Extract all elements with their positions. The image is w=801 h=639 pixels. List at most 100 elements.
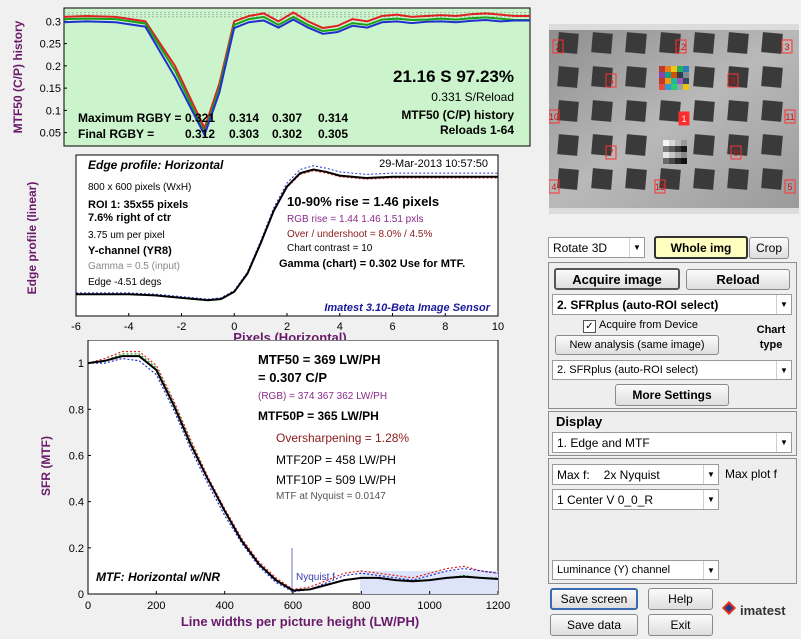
edge-info-2: 7.6% right of ctr <box>88 212 172 224</box>
mtf-beyond-nyquist-region <box>360 571 498 594</box>
edge-xtick-label: -2 <box>177 321 187 333</box>
mtf-ytick-label: 0.8 <box>69 404 84 416</box>
history-series-g <box>63 15 530 136</box>
roi-label: 6 <box>608 76 613 86</box>
edge-xtick-label: 2 <box>284 321 290 333</box>
edge-xtick-label: -6 <box>71 321 81 333</box>
acquire-device-checkbox[interactable]: ✓ <box>583 320 596 333</box>
edge-plot-area <box>75 154 499 317</box>
chevron-down-icon: ▼ <box>703 465 718 484</box>
edge-xtick-label: 6 <box>389 321 395 333</box>
max-f-select[interactable]: Max f: 2x Nyquist ▼ <box>552 464 719 485</box>
channel-select[interactable]: Luminance (Y) channel ▼ <box>552 560 719 580</box>
chart-color-patch <box>671 84 677 90</box>
chart-slanted-square <box>557 100 579 122</box>
exit-button[interactable]: Exit <box>648 614 713 636</box>
chart-color-patch <box>665 72 671 78</box>
mtf-ytick-label: 0 <box>78 589 84 601</box>
mtf-ytick-label: 0.2 <box>69 543 84 555</box>
history-big-text: 21.16 S 97.23% <box>393 67 514 86</box>
chart-slanted-square <box>761 66 783 88</box>
chart-type-select[interactable]: 2. SFRplus (auto-ROI select) ▼ <box>552 360 792 380</box>
mtf-ytick-label: 1 <box>78 358 84 370</box>
rotate-select-value: Rotate 3D <box>553 240 608 255</box>
new-analysis-button[interactable]: New analysis (same image) <box>555 335 719 355</box>
roi-label: 11 <box>785 112 794 122</box>
chart-slanted-square <box>625 168 647 190</box>
chart-slanted-square <box>727 100 749 122</box>
chart-slanted-square <box>625 100 647 122</box>
edge-xtick-label: 10 <box>492 321 504 333</box>
history-ytick-label: 0.3 <box>46 16 61 28</box>
chart-color-patch <box>683 66 689 72</box>
mtf-plot-area <box>87 340 499 595</box>
chart-gray-patch <box>663 146 669 152</box>
roi-select[interactable]: 1 Center V 0_0_R ▼ <box>552 489 719 510</box>
roi-label: 8 <box>730 76 735 86</box>
roi-marker <box>727 73 739 88</box>
edge-info-5: Gamma = 0.5 (input) <box>88 261 180 272</box>
chart-slanted-square <box>557 134 579 156</box>
save-data-button[interactable]: Save data <box>550 614 638 636</box>
edge-series-y <box>76 168 498 302</box>
chart-color-patch <box>677 78 683 84</box>
chart-gray-patch <box>669 158 675 164</box>
history-max-b: 0.307 <box>272 111 302 125</box>
edge-date: 29-Mar-2013 10:57:50 <box>379 158 488 170</box>
chart-slanted-square <box>591 66 613 88</box>
roi-label: 4 <box>551 182 556 192</box>
edge-title: Edge profile: Horizontal <box>88 158 224 172</box>
chart-slanted-square <box>693 134 715 156</box>
reload-button[interactable]: Reload <box>686 269 790 290</box>
roi-label: 9 <box>733 148 738 158</box>
history-series-r <box>63 11 530 131</box>
chart-color-patch <box>659 78 665 84</box>
history-ytick-label: 0.1 <box>46 105 61 117</box>
chart-type-label: Chart type <box>756 324 786 351</box>
chart-gray-patch <box>669 152 675 158</box>
roi-marker <box>605 73 617 88</box>
roi-label: 2 <box>555 42 560 52</box>
chart-color-patch <box>683 84 689 90</box>
help-button[interactable]: Help <box>648 588 713 610</box>
mtf-xtick-label: 800 <box>352 600 370 612</box>
roi-marker <box>549 109 560 124</box>
whole-img-button[interactable]: Whole img <box>654 236 748 259</box>
display-select[interactable]: 1. Edge and MTF ▼ <box>552 432 792 453</box>
mtf-caption: MTF: Horizontal w/NR <box>96 570 220 584</box>
display-label: Display <box>556 414 603 429</box>
history-plot-area <box>63 7 531 147</box>
chart-gray-patch <box>675 152 681 158</box>
mtf-ytick-label: 0.6 <box>69 450 84 462</box>
history-title2: Reloads 1-64 <box>440 123 514 137</box>
edge-xtick-label: 8 <box>442 321 448 333</box>
chart-slanted-square <box>727 32 749 54</box>
crop-button[interactable]: Crop <box>749 237 789 259</box>
roi-marker <box>675 39 687 54</box>
mtf-series-y <box>87 355 499 592</box>
more-settings-button[interactable]: More Settings <box>615 384 729 406</box>
edge-rise: 10-90% rise = 1.46 pixels <box>287 194 439 209</box>
acquire-image-button[interactable]: Acquire image <box>554 268 680 290</box>
mtf-xtick-label: 1200 <box>486 600 510 612</box>
chart-gray-patch <box>681 140 687 146</box>
analysis-select[interactable]: 2. SFRplus (auto-ROI select) ▼ <box>552 294 792 315</box>
chart-gray-patch <box>669 140 675 146</box>
chart-slanted-square <box>625 32 647 54</box>
history-title1: MTF50 (C/P) history <box>401 108 514 122</box>
edge-xtick-label: -4 <box>124 321 134 333</box>
chart-color-patch <box>671 66 677 72</box>
channel-select-value: Luminance (Y) channel <box>557 564 671 576</box>
max-f-label: Max f: <box>557 467 590 482</box>
save-screen-button[interactable]: Save screen <box>550 588 638 610</box>
chart-slanted-square <box>761 134 783 156</box>
mtf-mtf50p: MTF50P = 365 LW/PH <box>258 409 379 423</box>
chart-color-patch <box>683 78 689 84</box>
mtf-nyq-value: MTF at Nyquist = 0.0147 <box>276 491 386 502</box>
rotate-select[interactable]: Rotate 3D ▼ <box>548 237 645 258</box>
chart-gray-patch <box>675 158 681 164</box>
mtf-rgb: (RGB) = 374 367 362 LW/PH <box>258 391 387 402</box>
chart-slanted-square <box>761 32 783 54</box>
roi-label: 13 <box>655 182 665 192</box>
roi-marker <box>784 109 796 124</box>
